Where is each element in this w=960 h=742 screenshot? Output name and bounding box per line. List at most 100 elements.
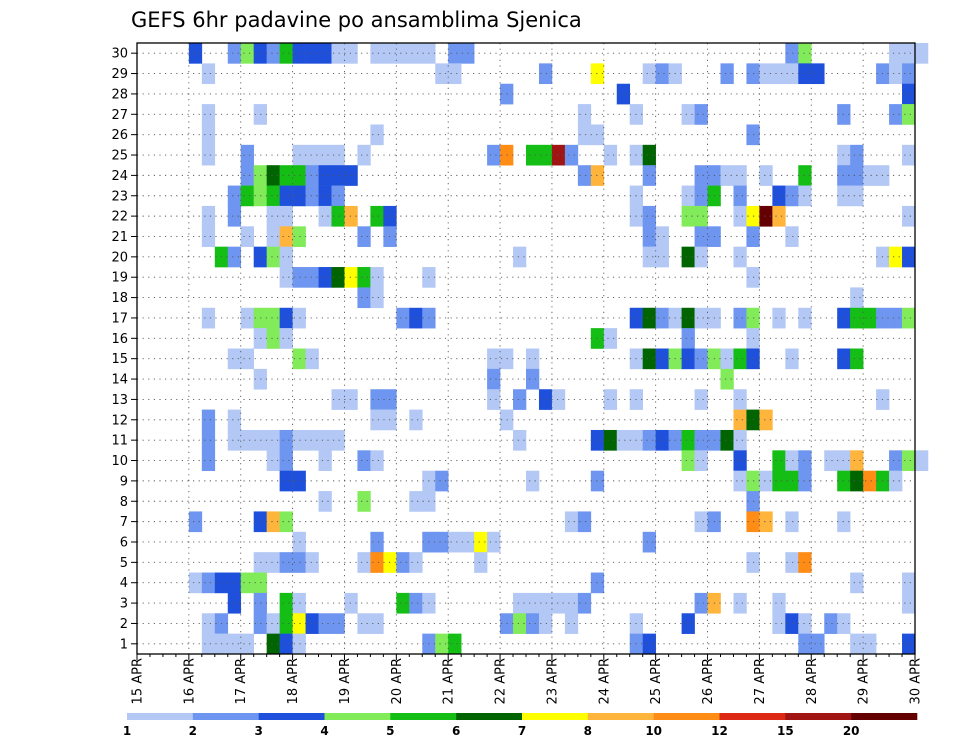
heatmap-cell xyxy=(785,185,799,207)
y-tick-label: 1 xyxy=(120,637,128,652)
legend-swatch xyxy=(653,713,720,720)
heatmap-cell xyxy=(720,429,734,451)
heatmap-cell xyxy=(331,429,345,451)
heatmap-cell xyxy=(279,328,293,349)
legend-label: 12 xyxy=(711,724,728,738)
heatmap-cell xyxy=(902,633,916,655)
heatmap-cell xyxy=(279,450,293,471)
heatmap-cell xyxy=(279,633,293,655)
heatmap-cell xyxy=(344,205,358,227)
heatmap-cell xyxy=(344,165,358,186)
heatmap-cell xyxy=(201,409,216,431)
heatmap-cell xyxy=(279,429,293,451)
heatmap-cell xyxy=(279,246,293,268)
heatmap-cell xyxy=(292,633,306,655)
heatmap-cell xyxy=(551,592,566,614)
heatmap-cell xyxy=(902,43,916,64)
y-tick-label: 23 xyxy=(111,189,128,204)
heatmap-cell xyxy=(201,572,216,594)
heatmap-cell xyxy=(370,389,384,410)
heatmap-cell xyxy=(487,348,501,370)
heatmap-cell xyxy=(590,429,605,451)
heatmap-cell xyxy=(681,348,695,370)
heatmap-cell xyxy=(850,144,864,166)
heatmap-cell xyxy=(720,348,734,370)
heatmap-cell xyxy=(694,226,708,247)
heatmap-cell xyxy=(357,450,371,471)
legend-label: 10 xyxy=(645,724,662,738)
heatmap-cell xyxy=(642,307,656,329)
heatmap-cell xyxy=(785,511,799,533)
y-tick-label: 8 xyxy=(120,495,128,510)
heatmap-cell xyxy=(526,368,540,390)
heatmap-cell xyxy=(357,491,371,512)
heatmap-cell xyxy=(902,104,916,125)
y-tick-label: 11 xyxy=(111,434,128,449)
heatmap-cell xyxy=(279,267,293,288)
heatmap-cell xyxy=(564,144,579,166)
heatmap-cell xyxy=(227,246,242,268)
heatmap-cell xyxy=(759,165,773,186)
heatmap-cell xyxy=(733,246,747,268)
y-axis: 1234567891011121314151617181920212223242… xyxy=(111,47,137,652)
heatmap-cell xyxy=(240,144,254,166)
heatmap-cell xyxy=(292,613,306,634)
heatmap-cell xyxy=(513,246,527,268)
y-tick-label: 20 xyxy=(111,250,128,265)
heatmap-cell xyxy=(292,592,306,614)
heatmap-cell xyxy=(240,43,254,64)
heatmap-cell xyxy=(370,43,384,64)
heatmap-cell xyxy=(655,307,669,329)
heatmap-cell xyxy=(811,633,825,655)
heatmap-cell xyxy=(681,205,695,227)
heatmap-cell xyxy=(785,470,799,492)
heatmap-cell xyxy=(240,429,254,451)
heatmap-cell xyxy=(266,429,280,451)
heatmap-cell xyxy=(344,592,358,614)
legend-label: 6 xyxy=(452,724,460,738)
heatmap-cell xyxy=(331,267,345,288)
heatmap-cell xyxy=(720,165,734,186)
heatmap-cell xyxy=(902,83,916,105)
heatmap-cell xyxy=(513,592,527,614)
heatmap-cell xyxy=(279,185,293,207)
heatmap-cell xyxy=(292,226,306,247)
heatmap-cell xyxy=(850,165,864,186)
heatmap-cell xyxy=(305,348,319,370)
heatmap-cell xyxy=(590,63,605,85)
heatmap-cell xyxy=(370,287,384,309)
heatmap-cell xyxy=(331,389,345,410)
heatmap-cell xyxy=(551,389,566,410)
heatmap-cell xyxy=(681,246,695,268)
heatmap-cell xyxy=(772,307,786,329)
heatmap-cell xyxy=(733,592,747,614)
heatmap-cell xyxy=(733,348,747,370)
heatmap-cell xyxy=(344,389,358,410)
x-tick-label: 28 APR xyxy=(805,658,820,704)
heatmap-cell xyxy=(590,124,605,146)
heatmap-cell xyxy=(850,185,864,207)
heatmap-cell xyxy=(227,185,242,207)
heatmap-cell xyxy=(318,43,332,64)
heatmap-cell xyxy=(772,450,786,471)
y-tick-label: 12 xyxy=(111,413,128,428)
y-tick-label: 25 xyxy=(111,149,128,164)
heatmap-cell xyxy=(863,633,877,655)
heatmap-cell xyxy=(915,43,929,64)
y-tick-label: 10 xyxy=(111,454,128,469)
heatmap-cell xyxy=(331,613,345,634)
y-tick-label: 16 xyxy=(111,332,128,347)
heatmap-cell xyxy=(642,63,656,85)
heatmap-cell xyxy=(305,144,319,166)
heatmap-cell xyxy=(240,226,254,247)
heatmap-cell xyxy=(266,552,280,573)
heatmap-cell xyxy=(292,552,306,573)
heatmap-cell xyxy=(837,470,851,492)
heatmap-cell xyxy=(785,450,799,471)
heatmap-cell xyxy=(240,165,254,186)
heatmap-cell xyxy=(240,572,254,594)
heatmap-cell xyxy=(902,450,916,471)
heatmap-cell xyxy=(409,592,423,614)
heatmap-cell xyxy=(448,63,462,85)
heatmap-cell xyxy=(772,185,786,207)
